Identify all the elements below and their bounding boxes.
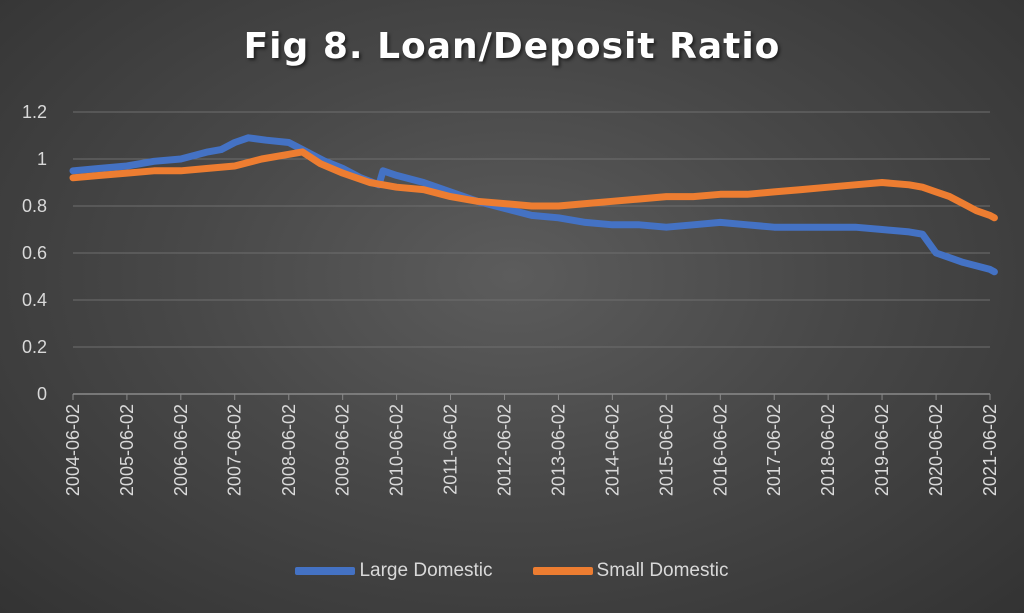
legend: Large Domestic Small Domestic bbox=[0, 560, 1024, 582]
x-tick-label: 2018-06-02 bbox=[818, 404, 838, 496]
x-tick-label: 2012-06-02 bbox=[495, 404, 515, 496]
x-tick-label: 2013-06-02 bbox=[548, 404, 568, 496]
y-axis-ticks: 0 0.2 0.4 0.6 0.8 1 1.2 bbox=[22, 102, 47, 404]
x-tick-label: 2006-06-02 bbox=[171, 404, 191, 496]
x-tick-label: 2007-06-02 bbox=[225, 404, 245, 496]
x-tick-label: 2017-06-02 bbox=[764, 404, 784, 496]
x-tick-label: 2004-06-02 bbox=[63, 404, 83, 496]
x-tick-label: 2021-06-02 bbox=[980, 404, 1000, 496]
x-tick-label: 2015-06-02 bbox=[656, 404, 676, 496]
legend-label-large-domestic: Large Domestic bbox=[359, 560, 493, 581]
y-tick-label: 0.2 bbox=[22, 337, 47, 357]
legend-swatch-large-domestic bbox=[295, 567, 356, 575]
x-tick-label: 2005-06-02 bbox=[117, 404, 137, 496]
series-line-small-domestic bbox=[69, 148, 998, 222]
y-tick-label: 0.8 bbox=[22, 196, 47, 216]
y-tick-label: 1 bbox=[37, 149, 47, 169]
chart-title: Fig 8. Loan/Deposit Ratio bbox=[243, 26, 781, 67]
x-tick-label: 2020-06-02 bbox=[926, 404, 946, 496]
x-tick-label: 2010-06-02 bbox=[387, 404, 407, 496]
x-tick-label: 2016-06-02 bbox=[710, 404, 730, 496]
y-tick-label: 1.2 bbox=[22, 102, 47, 122]
series-lines bbox=[69, 134, 998, 276]
legend-item-large-domestic: Large Domestic bbox=[295, 560, 493, 582]
x-tick-label: 2014-06-02 bbox=[602, 404, 622, 496]
x-axis-ticks: 2004-06-02 2005-06-02 2006-06-02 2007-06-02… bbox=[63, 394, 1000, 496]
legend-swatch-small-domestic bbox=[532, 567, 593, 575]
y-tick-label: 0.4 bbox=[22, 290, 47, 310]
y-tick-label: 0.6 bbox=[22, 243, 47, 263]
y-tick-label: 0 bbox=[37, 384, 47, 404]
x-tick-label: 2008-06-02 bbox=[279, 404, 299, 496]
x-tick-label: 2011-06-02 bbox=[440, 404, 460, 495]
legend-item-small-domestic: Small Domestic bbox=[532, 560, 729, 582]
series-line-large-domestic bbox=[69, 134, 998, 276]
legend-label-small-domestic: Small Domestic bbox=[596, 560, 729, 581]
x-tick-label: 2019-06-02 bbox=[872, 404, 892, 496]
x-tick-label: 2009-06-02 bbox=[333, 404, 353, 496]
